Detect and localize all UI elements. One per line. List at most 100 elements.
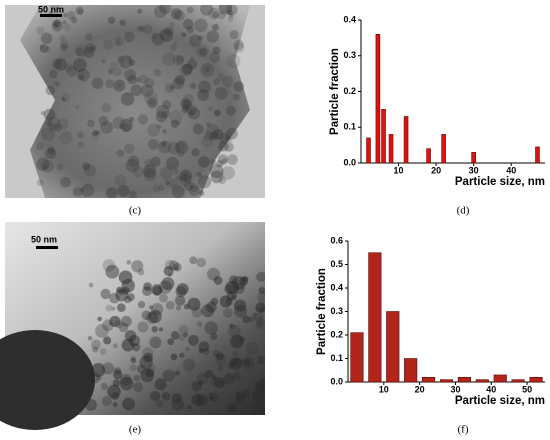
particle: [156, 104, 170, 119]
particle: [114, 36, 124, 47]
particle: [168, 178, 178, 188]
particle: [63, 23, 72, 32]
particle: [119, 376, 134, 391]
particle: [189, 82, 197, 90]
particle: [151, 33, 158, 40]
particle: [229, 30, 239, 40]
particle: [50, 5, 61, 11]
particle: [121, 278, 135, 293]
tem-image-c: [5, 5, 265, 198]
particle: [139, 355, 153, 370]
particle: [204, 66, 211, 72]
particle: [202, 347, 210, 355]
particle: [91, 77, 104, 90]
particle: [82, 162, 91, 171]
particle: [169, 110, 183, 124]
particle: [149, 390, 161, 402]
particle: [175, 74, 186, 85]
particle: [210, 170, 224, 184]
particle: [196, 372, 209, 385]
particle: [100, 120, 114, 134]
particle: [148, 99, 157, 108]
particle: [158, 184, 164, 191]
particle: [189, 111, 195, 116]
particle: [118, 123, 124, 129]
particle: [187, 107, 201, 120]
x-tick-label: 30: [469, 165, 479, 175]
particle: [239, 276, 249, 286]
particle: [43, 108, 56, 121]
bar: [441, 134, 446, 164]
particle: [226, 105, 236, 116]
particle: [146, 311, 159, 324]
particle: [204, 369, 214, 379]
particle: [124, 69, 136, 81]
x-tick-label: 40: [506, 165, 516, 175]
particle: [119, 118, 133, 132]
particle: [214, 377, 226, 389]
particle: [120, 315, 132, 327]
particle: [198, 35, 203, 41]
particle: [59, 34, 66, 42]
panel-label: (f): [458, 424, 469, 436]
particle: [130, 355, 136, 361]
particle: [256, 317, 265, 327]
panel-label: (e): [129, 424, 142, 436]
particle: [60, 43, 68, 52]
particle: [230, 334, 244, 349]
particle: [191, 381, 202, 392]
particle: [125, 158, 140, 173]
particle: [112, 379, 121, 387]
particle: [142, 164, 157, 178]
particle: [198, 348, 204, 354]
particle: [241, 356, 255, 370]
particle: [186, 26, 194, 34]
particle: [233, 282, 245, 295]
particle: [209, 51, 221, 63]
particle: [174, 370, 180, 376]
particle: [168, 260, 179, 271]
x-tick-label: 50: [522, 384, 532, 394]
particle: [197, 89, 210, 102]
particle: [150, 156, 161, 167]
particle: [218, 5, 232, 16]
particle: [165, 156, 180, 170]
particle: [129, 364, 137, 371]
particle: [75, 47, 84, 56]
particle: [40, 111, 45, 116]
particle: [39, 44, 49, 53]
particle: [258, 383, 265, 390]
particle: [239, 336, 245, 343]
particle: [223, 373, 235, 385]
particle: [107, 16, 116, 25]
particle: [222, 76, 234, 88]
particle: [260, 385, 265, 390]
particle: [170, 353, 178, 361]
particle: [176, 55, 185, 64]
particle: [209, 396, 214, 401]
particle: [170, 119, 179, 128]
particle: [143, 168, 157, 181]
particle: [128, 116, 135, 123]
particle: [182, 176, 187, 181]
particle: [212, 350, 220, 357]
particle: [133, 166, 144, 178]
particle: [245, 341, 259, 355]
particle: [196, 321, 203, 328]
particle: [77, 68, 90, 82]
particle: [148, 309, 162, 324]
particle: [164, 26, 174, 36]
x-tick-label: 40: [486, 384, 496, 394]
y-tick-label: 0.2: [343, 86, 356, 96]
particle: [119, 55, 133, 69]
panel-label: (c): [129, 205, 142, 217]
particle: [54, 58, 67, 71]
particle: [233, 39, 244, 50]
particle: [151, 302, 164, 316]
particle: [185, 347, 190, 352]
particle: [90, 131, 100, 140]
particle: [60, 176, 71, 188]
particle: [105, 79, 115, 89]
particle: [216, 159, 224, 168]
particle: [140, 368, 155, 383]
